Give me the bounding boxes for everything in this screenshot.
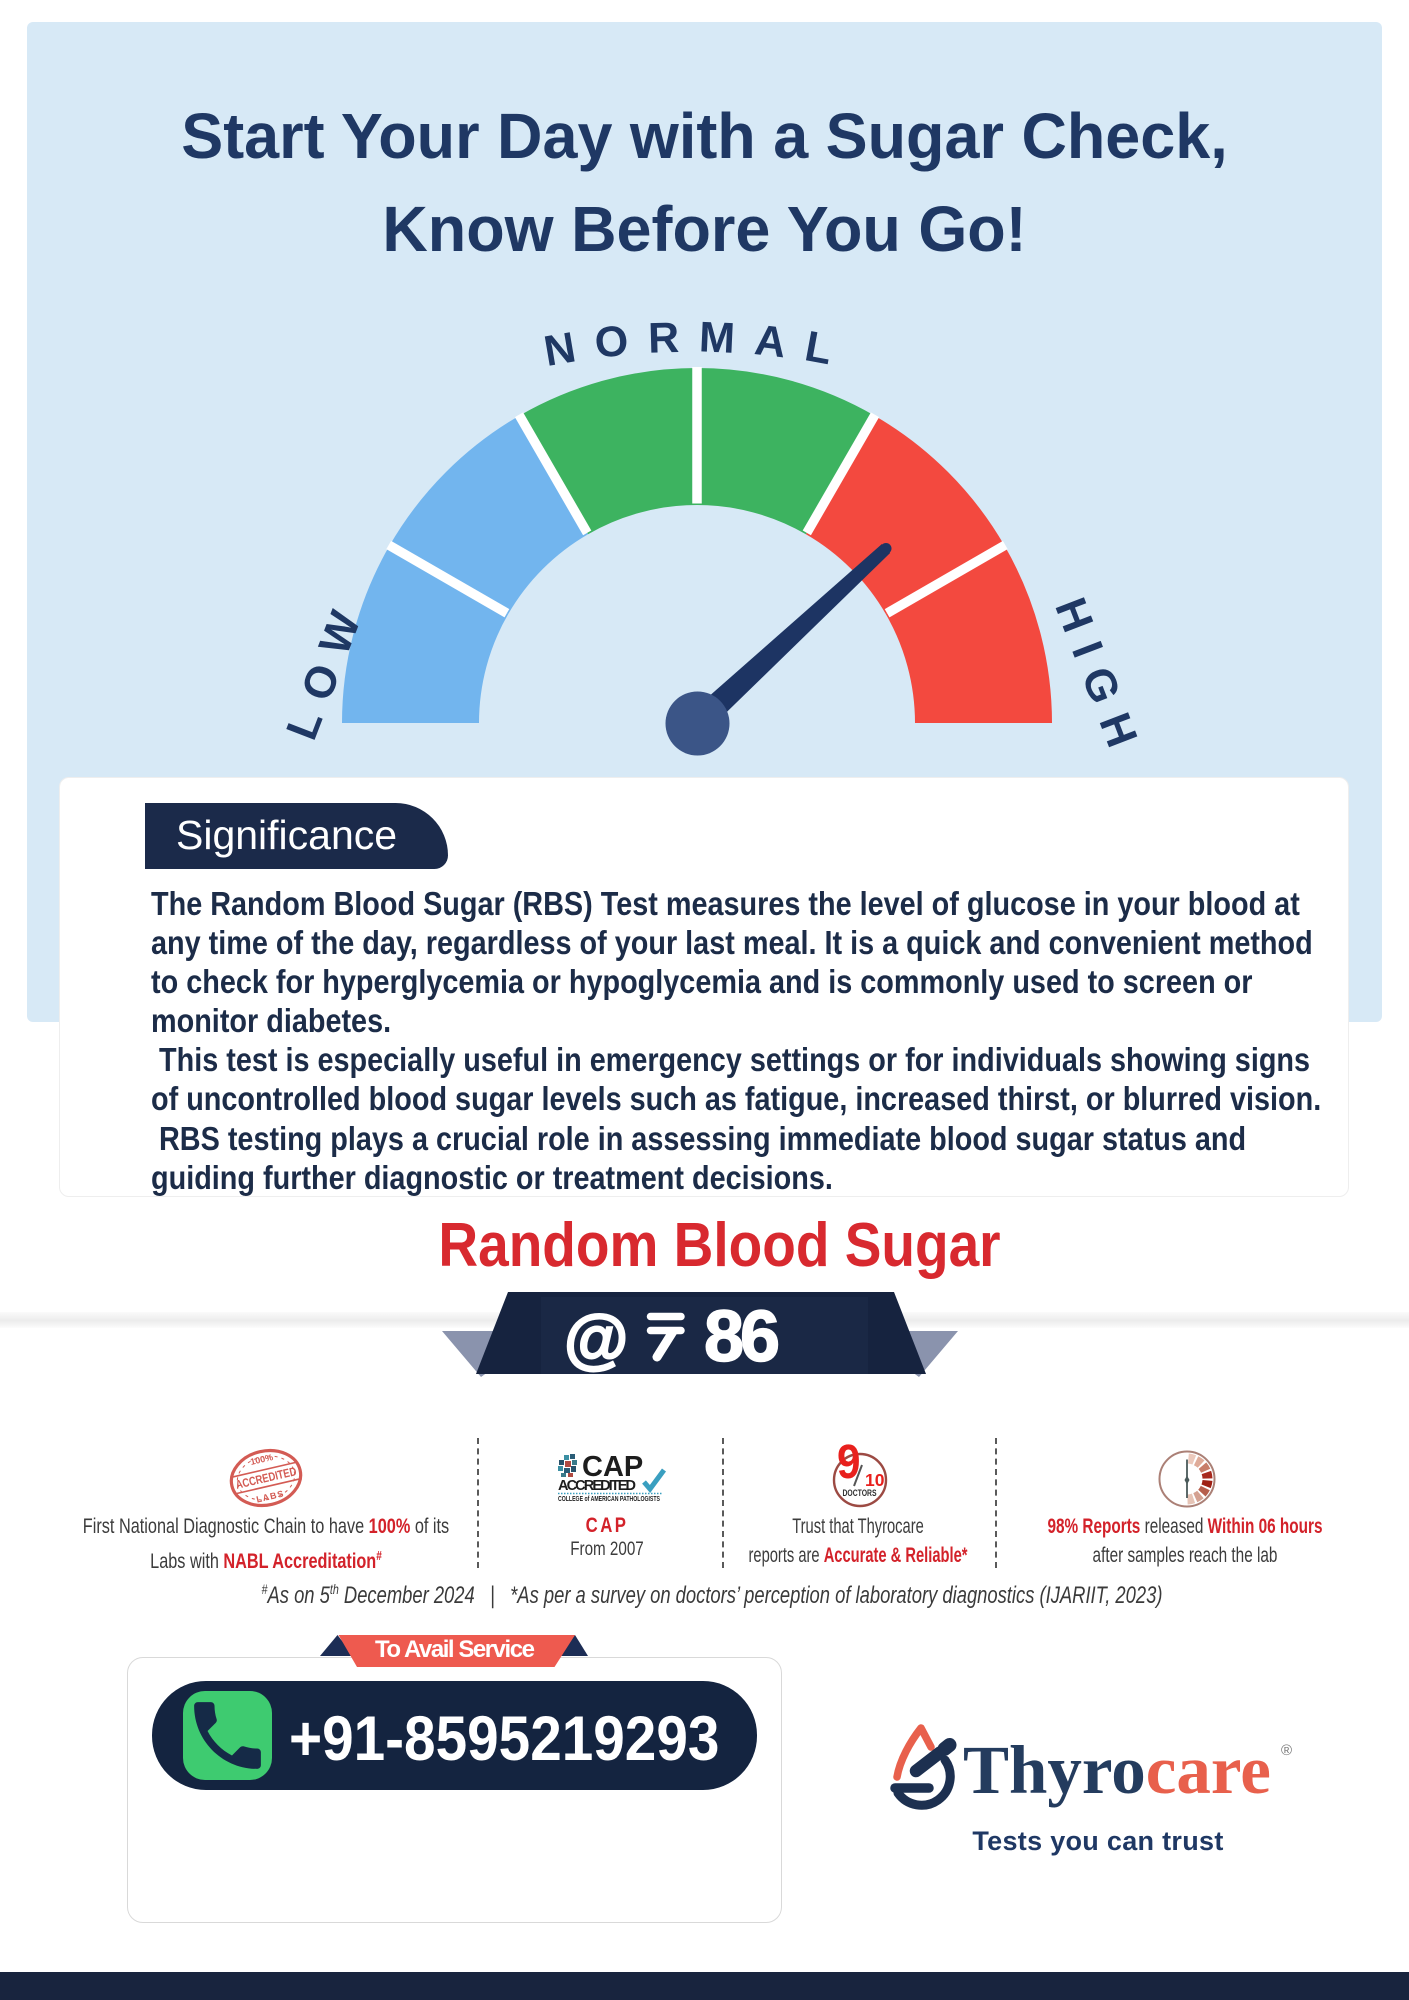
svg-text:CAP: CAP	[582, 1452, 643, 1483]
svg-text:ACCREDITED: ACCREDITED	[558, 1478, 636, 1494]
svg-text:9: 9	[837, 1440, 860, 1489]
svg-text:DOCTORS: DOCTORS	[843, 1488, 877, 1498]
svg-text:COLLEGE of AMERICAN PATHOLOGIS: COLLEGE of AMERICAN PATHOLOGISTS	[558, 1496, 660, 1503]
svg-text:®: ®	[1281, 1742, 1292, 1759]
svg-text:86: 86	[704, 1297, 780, 1377]
svg-text:Thyrocare: Thyrocare	[963, 1732, 1271, 1808]
svg-text:To Avail Service: To Avail Service	[375, 1636, 535, 1663]
svg-text:10: 10	[865, 1470, 885, 1490]
svg-text:ACCREDITED: ACCREDITED	[234, 1464, 298, 1492]
svg-text:HIGH: HIGH	[1045, 591, 1150, 767]
svg-text:@: @	[564, 1301, 628, 1375]
